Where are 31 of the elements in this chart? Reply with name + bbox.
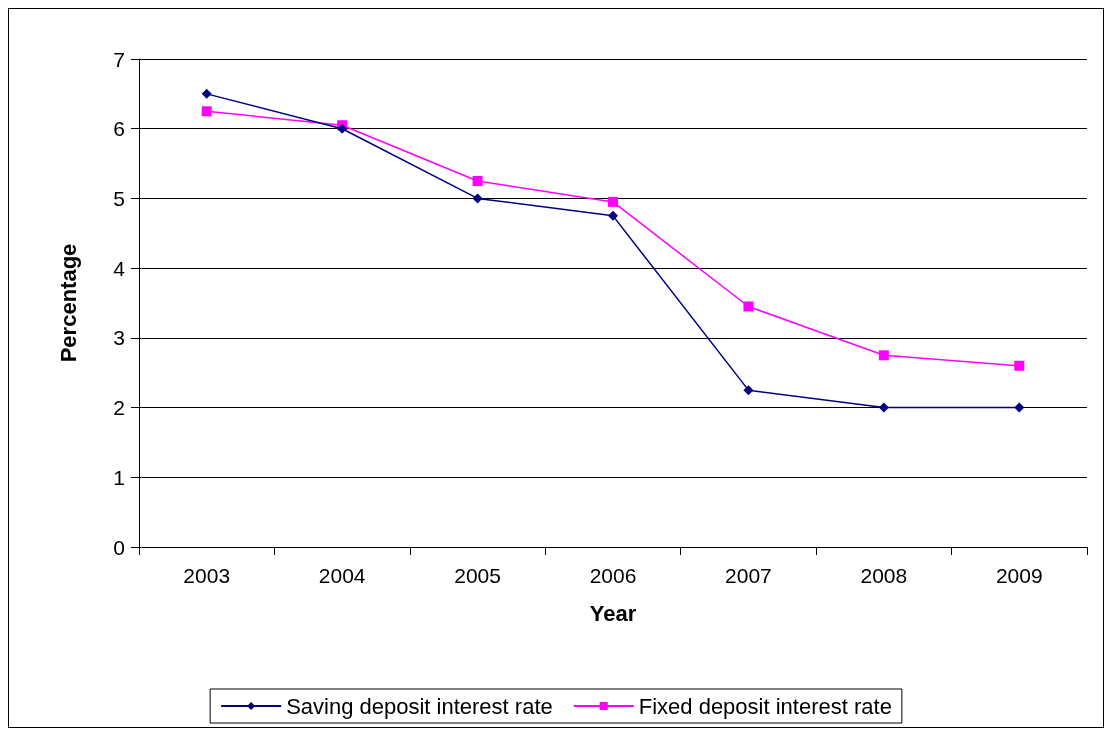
y-axis-title: Percentage [55,243,81,363]
x-tick-label: 2006 [589,564,637,587]
point [743,385,754,396]
legend-label: Fixed deposit interest rate [638,693,892,719]
point [1014,360,1025,371]
point [472,176,483,186]
y-tick-label: 3 [113,326,125,350]
y-tick-label: 7 [113,47,125,71]
point [201,106,212,117]
point [608,210,618,221]
x-tick-label: 2007 [725,564,772,587]
x-tick-label: 2008 [860,564,908,587]
point [472,193,483,204]
x-tick-label: 2003 [183,564,231,587]
point [201,88,212,99]
y-tick-label: 5 [113,186,125,210]
y-tick-label: 2 [113,396,125,420]
point [878,402,889,413]
point [743,301,754,312]
x-tick-label: 2005 [454,564,501,587]
x-tick-label: 2009 [995,564,1043,587]
y-tick-label: 4 [113,256,126,280]
point [1014,402,1025,413]
point [608,196,618,207]
x-tick-label: 2004 [318,564,366,587]
x-axis-title: Year [589,600,637,626]
y-tick-label: 0 [113,535,125,559]
point [878,350,889,361]
legend-label: Saving deposit interest rate [286,693,553,719]
y-tick-label: 6 [113,117,125,141]
y-tick-label: 1 [113,465,125,489]
